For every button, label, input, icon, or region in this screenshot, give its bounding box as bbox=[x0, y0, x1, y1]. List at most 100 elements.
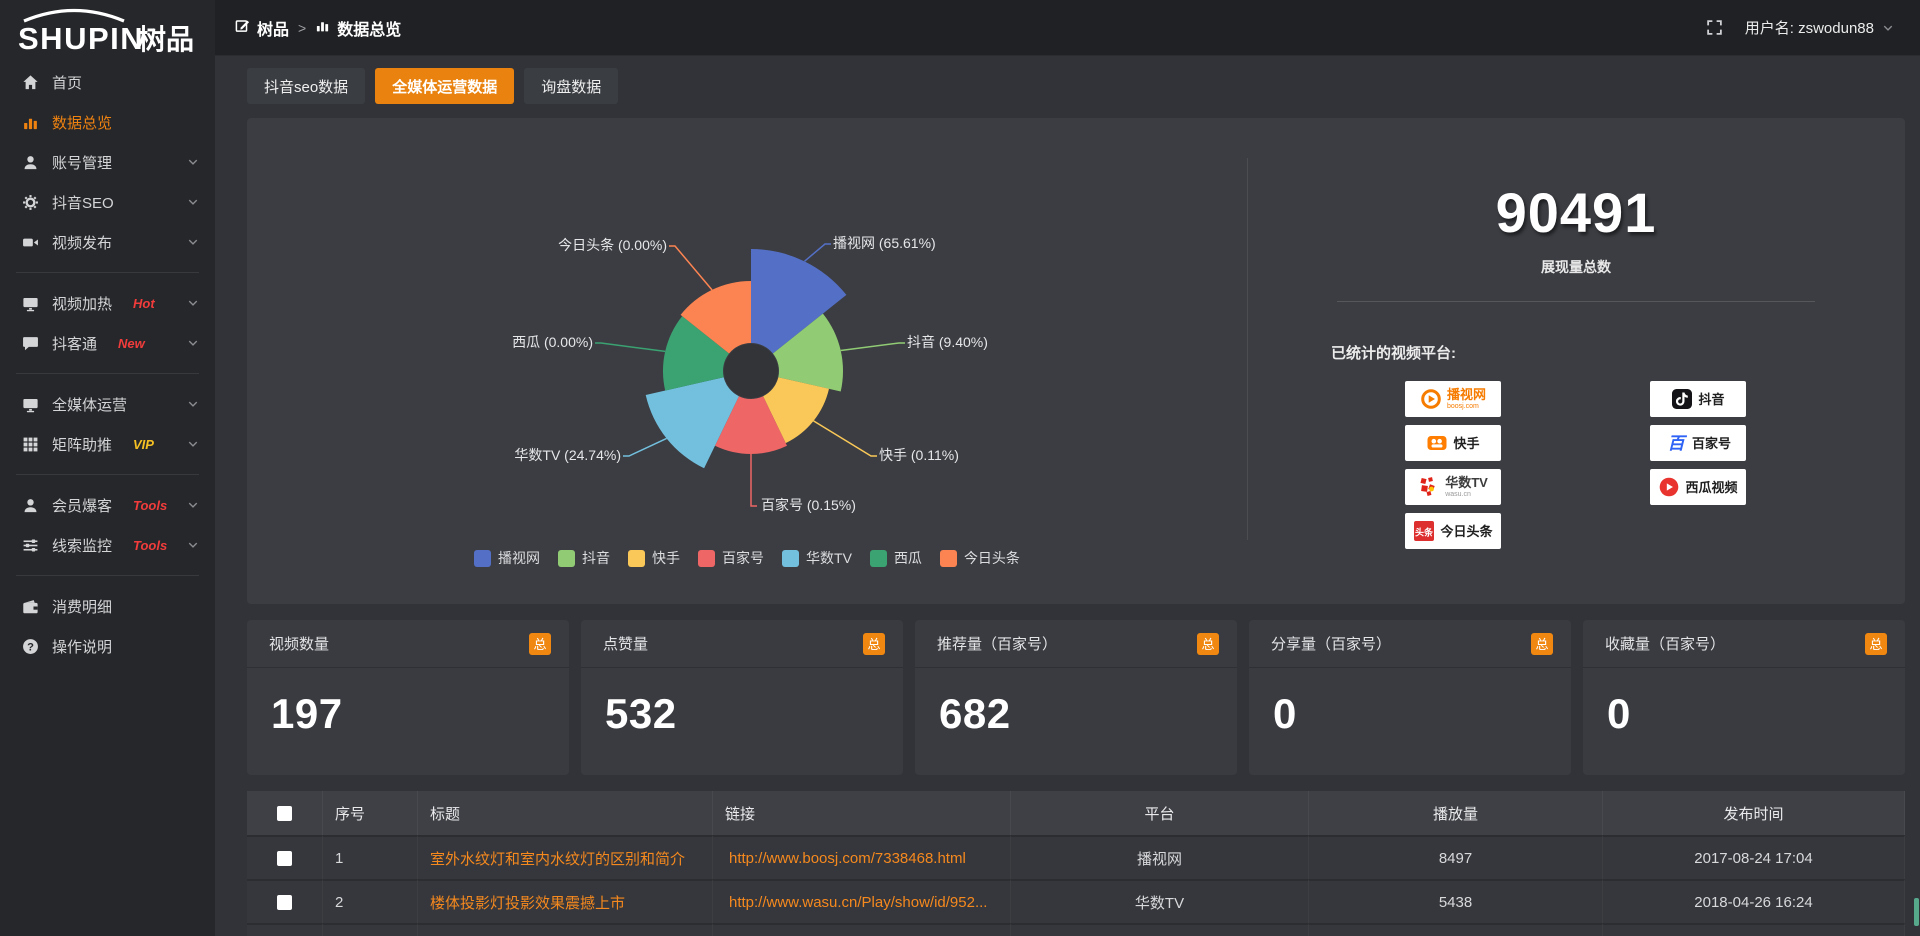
cell-index: 1 bbox=[323, 835, 418, 879]
sidebar-item-label: 首页 bbox=[52, 74, 83, 92]
app-logo[interactable]: SHUPIN 树品 bbox=[0, 0, 215, 62]
chart-legend: 播视网 抖音 快手 百家号 华数TV 西瓜 今日头条 bbox=[247, 548, 1247, 568]
pie-slice-华数TV[interactable] bbox=[645, 377, 739, 469]
sidebar-item-douyin-seo[interactable]: 抖音SEO bbox=[0, 182, 215, 222]
sidebar-item-video-publish[interactable]: 视频发布 bbox=[0, 222, 215, 262]
cell-views: 5438 bbox=[1309, 879, 1603, 923]
row-checkbox[interactable] bbox=[277, 851, 292, 867]
svg-text:头条: 头条 bbox=[1415, 527, 1434, 538]
video-icon bbox=[23, 238, 38, 246]
legend-item-快手[interactable]: 快手 bbox=[628, 548, 680, 568]
sidebar-item-account-management[interactable]: 账号管理 bbox=[0, 142, 215, 182]
tab-bar: 抖音seo数据 全媒体运营数据 询盘数据 bbox=[247, 68, 1905, 104]
legend-label: 抖音 bbox=[582, 550, 611, 566]
sidebar-item-video-heat[interactable]: 视频加热 Hot bbox=[0, 283, 215, 323]
sidebar-item-matrix-boost[interactable]: 矩阵助推 VIP bbox=[0, 424, 215, 464]
column-header-0: 序号 bbox=[323, 791, 418, 835]
sidebar-item-consume-detail[interactable]: 消费明细 bbox=[0, 586, 215, 626]
sidebar-item-badge: VIP bbox=[133, 436, 154, 452]
table-row-partial bbox=[247, 923, 1905, 936]
stat-card-title: 收藏量（百家号） bbox=[1605, 636, 1726, 653]
label-connector bbox=[750, 454, 757, 507]
pie-slice-西瓜[interactable] bbox=[662, 316, 730, 391]
user-menu[interactable]: 用户名: zswodun88 bbox=[1745, 17, 1894, 38]
stat-card-recommend-count: 推荐量（百家号） 总 682 bbox=[915, 620, 1237, 775]
legend-item-今日头条[interactable]: 今日头条 bbox=[939, 548, 1020, 568]
sidebar-item-all-media-operation[interactable]: 全媒体运营 bbox=[0, 384, 215, 424]
tab-all-media-operation-data[interactable]: 全媒体运营数据 bbox=[375, 68, 515, 104]
fullscreen-icon bbox=[1706, 20, 1722, 35]
platform-badge-douyin: 抖音 bbox=[1650, 381, 1746, 417]
sidebar-item-member-baoke[interactable]: 会员爆客 Tools bbox=[0, 485, 215, 525]
tab-inquiry-data[interactable]: 询盘数据 bbox=[524, 68, 619, 104]
cell-title-link[interactable]: 室外水纹灯和室内水纹灯的区别和简介 bbox=[418, 835, 713, 879]
legend-item-西瓜[interactable]: 西瓜 bbox=[869, 548, 922, 568]
pie-slice-今日头条[interactable] bbox=[680, 281, 751, 354]
cell-views: 8497 bbox=[1309, 835, 1603, 879]
platform-name: 西瓜视频 bbox=[1685, 479, 1738, 495]
chevron-down-icon bbox=[187, 236, 199, 248]
chevron-down-icon bbox=[188, 300, 198, 306]
chevron-down-icon bbox=[187, 337, 199, 349]
column-header-2: 链接 bbox=[713, 791, 1011, 835]
scrollbar-thumb[interactable] bbox=[1914, 898, 1919, 926]
sidebar-item-label: 数据总览 bbox=[52, 114, 113, 132]
sidebar-item-label: 消费明细 bbox=[52, 598, 113, 616]
legend-item-华数TV[interactable]: 华数TV bbox=[782, 548, 852, 568]
pie-label-快手: 快手 (0.11%) bbox=[879, 447, 959, 463]
chevron-down-icon bbox=[187, 196, 199, 208]
label-connector bbox=[840, 342, 905, 352]
label-connector bbox=[669, 245, 713, 291]
cell-url-link[interactable]: http://www.boosj.com/7338468.html bbox=[713, 835, 1011, 879]
baijiahao-logo-icon: 百 bbox=[1667, 434, 1687, 453]
legend-item-百家号[interactable]: 百家号 bbox=[698, 548, 764, 568]
table-row: 2 楼体投影灯投影效果震撼上市 http://www.wasu.cn/Play/… bbox=[247, 879, 1905, 923]
stat-card-like-count: 点赞量 总 532 bbox=[581, 620, 903, 775]
legend-label: 播视网 bbox=[498, 550, 541, 566]
pie-slice-快手[interactable] bbox=[763, 377, 829, 444]
select-all-checkbox[interactable] bbox=[277, 806, 292, 822]
sidebar-item-data-overview[interactable]: 数据总览 bbox=[0, 102, 215, 142]
table-body: 1 室外水纹灯和室内水纹灯的区别和简介 http://www.boosj.com… bbox=[247, 835, 1905, 936]
stat-card-value: 682 bbox=[939, 690, 1011, 737]
legend-swatch bbox=[628, 549, 646, 567]
pie-slice-百家号[interactable] bbox=[715, 396, 787, 455]
breadcrumb-current[interactable]: 数据总览 bbox=[315, 16, 401, 40]
column-header-5: 发布时间 bbox=[1603, 791, 1905, 835]
boosj-logo-icon bbox=[1421, 389, 1441, 409]
cell-title-link[interactable]: 楼体投影灯投影效果震撼上市 bbox=[418, 879, 713, 923]
row-checkbox[interactable] bbox=[277, 895, 292, 911]
chevron-down-icon bbox=[1882, 22, 1894, 34]
fullscreen-icon[interactable] bbox=[1706, 19, 1723, 36]
platform-badge-wasu: 华数TV wasu.cn bbox=[1405, 469, 1501, 505]
breadcrumb-home[interactable]: 树品 bbox=[235, 16, 289, 40]
cell-time: 2017-08-24 17:04 bbox=[1603, 835, 1905, 879]
platform-badge-boosj: 播视网 boosj.com bbox=[1405, 381, 1501, 417]
topbar-right: 用户名: zswodun88 bbox=[1706, 17, 1894, 38]
platform-badge-grid: 播视网 boosj.com 快手 华数TV wasu.cn 头条 今日头条 抖音 bbox=[1405, 381, 1905, 549]
cell-url-link[interactable]: http://www.wasu.cn/Play/show/id/952... bbox=[713, 879, 1011, 923]
sidebar-item-badge: Tools bbox=[133, 537, 168, 553]
platform-badge-baijiahao: 百 百家号 bbox=[1650, 425, 1746, 461]
tab-douyin-seo-data[interactable]: 抖音seo数据 bbox=[247, 68, 366, 104]
sidebar-item-lead-monitor[interactable]: 线索监控 Tools bbox=[0, 525, 215, 565]
sidebar-divider bbox=[16, 575, 199, 576]
pie-slice-播视网[interactable] bbox=[751, 249, 847, 354]
pie-label-抖音: 抖音 (9.40%) bbox=[907, 334, 988, 350]
legend-item-播视网[interactable]: 播视网 bbox=[474, 548, 540, 568]
sidebar-item-douketong[interactable]: 抖客通 New bbox=[0, 323, 215, 363]
legend-item-抖音[interactable]: 抖音 bbox=[558, 548, 610, 568]
sidebar-item-label: 账号管理 bbox=[52, 154, 113, 172]
chevron-down-icon bbox=[188, 159, 198, 165]
sidebar-item-operation-guide[interactable]: ? 操作说明 bbox=[0, 626, 215, 666]
total-impressions-value: 90491 bbox=[1495, 181, 1657, 244]
pie-label-今日头条: 今日头条 (0.00%) bbox=[558, 237, 667, 253]
platform-column-right: 抖音 百 百家号 西瓜视频 bbox=[1650, 381, 1746, 549]
chat-icon bbox=[23, 336, 38, 350]
stat-card-header: 视频数量 总 bbox=[247, 620, 569, 668]
pie-slice-抖音[interactable] bbox=[772, 313, 844, 392]
bar-chart-icon bbox=[317, 21, 329, 31]
chevron-down-icon bbox=[187, 398, 199, 410]
column-header-3: 平台 bbox=[1011, 791, 1309, 835]
sidebar-item-home[interactable]: 首页 bbox=[0, 62, 215, 102]
